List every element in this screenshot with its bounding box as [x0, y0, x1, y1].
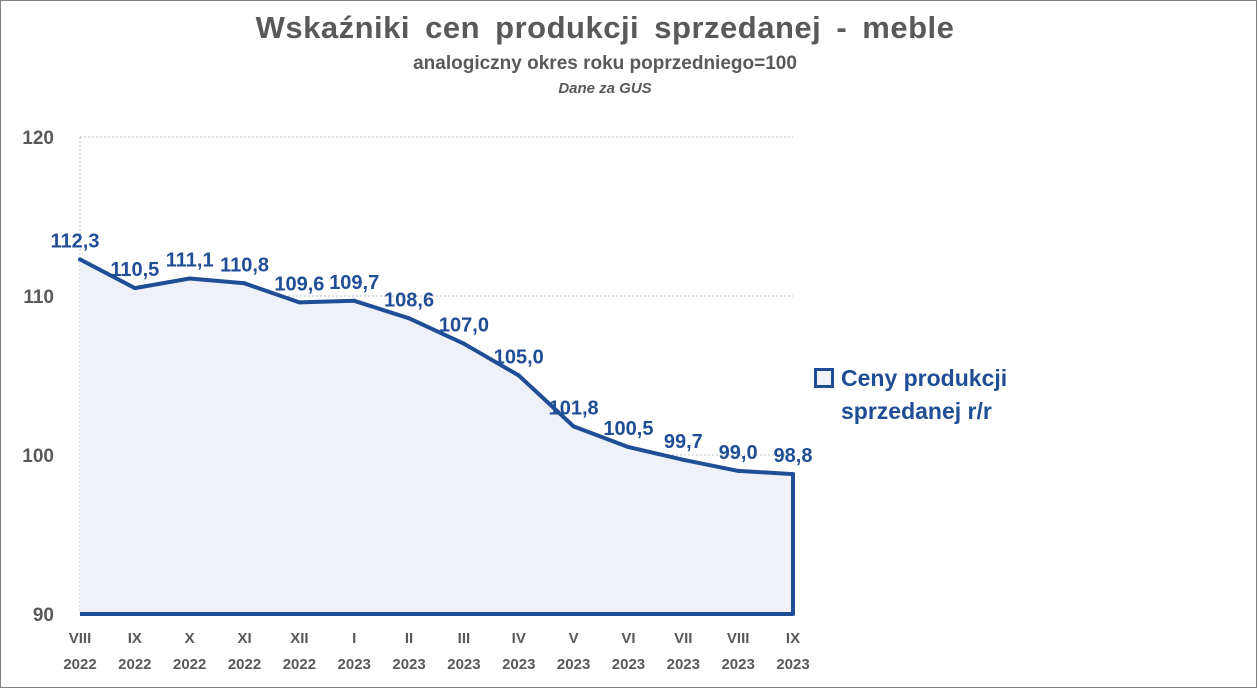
- x-tick-label-month: V: [569, 630, 579, 647]
- x-tick-label-year: 2022: [63, 656, 96, 673]
- x-tick-label-month: VIII: [69, 630, 92, 647]
- data-label: 101,8: [549, 397, 599, 419]
- data-point: [78, 257, 82, 262]
- x-tick-label-year: 2023: [447, 656, 480, 673]
- x-tick-label-month: III: [458, 630, 471, 647]
- x-tick-label-year: 2022: [173, 656, 206, 673]
- x-tick-label-month: XI: [237, 630, 251, 647]
- data-point: [791, 472, 795, 477]
- y-tick-label: 100: [22, 446, 54, 467]
- series-line: [79, 257, 795, 616]
- data-point: [297, 300, 302, 305]
- data-point: [461, 341, 466, 346]
- data-point: [736, 468, 741, 473]
- data-label: 98,8: [774, 445, 813, 467]
- chart-title: Wskaźniki cen produkcji sprzedanej - meb…: [255, 10, 955, 45]
- x-tick-label-year: 2022: [118, 656, 151, 673]
- data-point: [516, 373, 521, 378]
- x-tick-label-year: 2023: [502, 656, 535, 673]
- data-point: [352, 298, 357, 303]
- legend-swatch: [814, 368, 834, 388]
- data-point: [626, 445, 631, 450]
- x-tick-label-year: 2023: [557, 656, 590, 673]
- data-label: 109,6: [274, 273, 324, 295]
- y-tick-label: 110: [23, 287, 54, 308]
- x-tick-label-year: 2022: [228, 656, 261, 673]
- x-tick-label-month: VI: [621, 630, 635, 647]
- data-label: 111,1: [166, 250, 214, 272]
- data-label: 110,5: [110, 259, 159, 281]
- data-label: 109,7: [329, 272, 379, 294]
- x-tick-label-year: 2022: [283, 656, 316, 673]
- legend-label: Ceny produkcji sprzedanej r/r: [841, 365, 1008, 424]
- x-tick-label-year: 2023: [612, 656, 645, 673]
- data-label: 107,0: [439, 315, 489, 337]
- x-tick-label-month: IV: [512, 630, 526, 647]
- data-point: [187, 276, 192, 281]
- x-tick-label-month: VIII: [727, 630, 750, 647]
- x-tick-label-year: 2023: [721, 656, 754, 673]
- area-fill: [80, 259, 793, 614]
- x-tick-label-month: II: [405, 630, 413, 647]
- x-tick-label-month: IX: [128, 630, 142, 647]
- data-label: 99,7: [664, 431, 703, 453]
- data-label: 108,6: [384, 289, 434, 311]
- data-label: 110,8: [220, 254, 269, 276]
- y-tick-label: 90: [33, 605, 54, 626]
- data-label: 105,0: [494, 347, 544, 369]
- x-tick-label-year: 2023: [392, 656, 425, 673]
- x-tick-label-month: IX: [786, 630, 800, 647]
- data-point: [407, 316, 412, 321]
- x-tick-label-year: 2023: [338, 656, 371, 673]
- data-point: [242, 281, 247, 286]
- data-label: 99,0: [719, 442, 758, 464]
- x-tick-label-month: VII: [674, 630, 692, 647]
- y-tick-label: 120: [22, 128, 54, 149]
- data-label: 112,3: [51, 230, 100, 252]
- data-point: [681, 457, 686, 462]
- data-point: [132, 286, 137, 291]
- legend: Ceny produkcji sprzedanej r/r: [814, 362, 1074, 428]
- chart-source: Dane za GUS: [558, 80, 652, 97]
- x-tick-label-year: 2023: [776, 656, 809, 673]
- chart-subtitle: analogiczny okres roku poprzedniego=100: [413, 53, 797, 74]
- x-tick-label-year: 2023: [667, 656, 700, 673]
- x-tick-label-month: I: [352, 630, 356, 647]
- data-point: [571, 424, 576, 429]
- x-tick-label-month: XII: [290, 630, 308, 647]
- data-label: 100,5: [603, 418, 653, 440]
- x-tick-label-month: X: [185, 630, 195, 647]
